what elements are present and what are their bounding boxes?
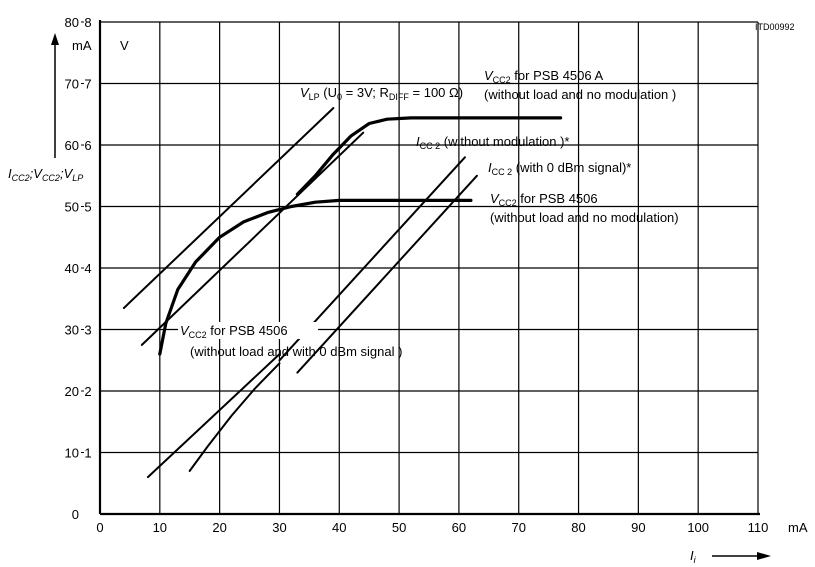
label-psb4506-signal-line1: VCC2 for PSB 4506	[180, 323, 288, 340]
x-tick-label: 60	[452, 520, 466, 535]
y-tick-label-current: 50	[65, 200, 79, 215]
y-unit-current: mA	[72, 38, 92, 53]
x-tick-label: 110	[748, 520, 769, 535]
series-line-5	[296, 174, 478, 374]
series-line-6	[188, 362, 281, 472]
y-tick-label-current: 0	[72, 507, 79, 522]
y-tick-label-voltage: 6	[84, 138, 91, 153]
label-psb4506-signal-line2: (without load and with 0 dBm signal )	[190, 344, 402, 359]
y-tick-label-current: 60	[65, 138, 79, 153]
series-line-1	[295, 116, 563, 196]
y-tick-label-voltage: 3	[84, 323, 91, 338]
x-unit: mA	[788, 520, 808, 535]
label-psb4506-line1: VCC2 for PSB 4506	[490, 191, 598, 208]
y-tick-label-voltage: 8	[84, 15, 91, 30]
x-axis-arrow-head	[757, 552, 771, 560]
series-line-7	[146, 353, 281, 479]
label-psb4506a-line1: VCC2 for PSB 4506 A	[484, 68, 604, 85]
y-axis-arrow-head	[51, 33, 59, 45]
y-tick-label-voltage: 5	[84, 200, 91, 215]
x-tick-label: 0	[96, 520, 103, 535]
x-tick-label: 80	[571, 520, 585, 535]
series-line-0	[122, 107, 335, 309]
label-bg-psb4506-signal	[178, 322, 318, 339]
series-line-2	[158, 198, 473, 356]
y-tick-label-current: 30	[65, 323, 79, 338]
y-tick-label-current: 80	[65, 15, 79, 30]
label-icc-no-modulation: ICC 2 (without modulation )*	[416, 134, 569, 151]
y-tick-label-voltage: 2	[84, 384, 91, 399]
axes	[98, 20, 760, 516]
x-axis-label: Ii	[690, 548, 697, 565]
y-unit-voltage: V	[120, 38, 129, 53]
x-tick-label: 30	[272, 520, 286, 535]
x-tick-label: 90	[631, 520, 645, 535]
label-icc-0dbm: ICC 2 (with 0 dBm signal)*	[488, 160, 631, 177]
x-tick-label: 50	[392, 520, 406, 535]
y-tick-label-current: 20	[65, 384, 79, 399]
x-tick-label: 20	[212, 520, 226, 535]
figure-id: ITD00992	[755, 22, 795, 32]
series-line-3	[140, 131, 365, 346]
label-psb4506-line2: (without load and no modulation)	[490, 210, 679, 225]
grid	[100, 21, 759, 514]
x-tick-label: 10	[153, 520, 167, 535]
y-tick-label-voltage: 4	[84, 261, 91, 276]
x-tick-label: 40	[332, 520, 346, 535]
tick-labels: 0 10 20 30 40 50 60 70 80 90 100 110 0 10 20 30 40 50 60 70…	[65, 15, 769, 535]
y-tick-label-current: 40	[65, 261, 79, 276]
y-tick-label-voltage: 7	[84, 77, 91, 92]
series-group	[122, 107, 563, 479]
x-tick-label: 100	[687, 520, 709, 535]
label-vlp: VLP (U0 = 3V; RDIFF = 100 Ω)	[300, 85, 463, 102]
x-tick-label: 70	[511, 520, 525, 535]
label-psb4506a-line2: (without load and no modulation )	[484, 87, 676, 102]
y-tick-label-current: 70	[65, 77, 79, 92]
y-axis-label: ICC2;VCC2;VLP	[8, 166, 83, 183]
y-tick-label-current: 10	[65, 446, 79, 461]
y-tick-label-voltage: 1	[84, 446, 91, 461]
